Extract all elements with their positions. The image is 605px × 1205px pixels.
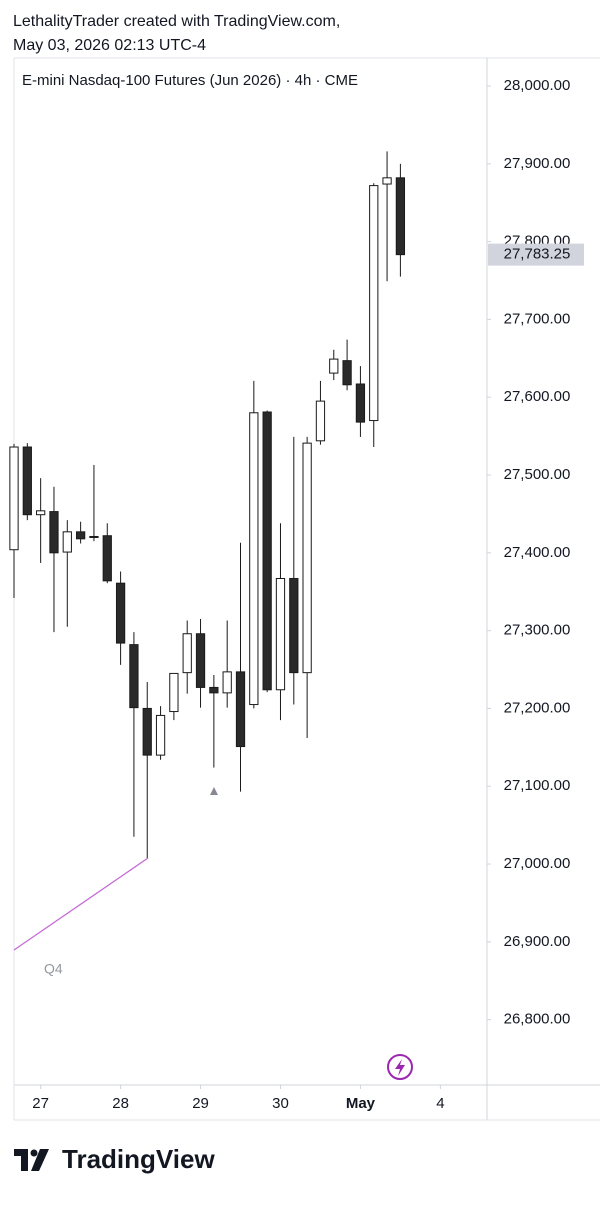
candle-body [369, 185, 379, 422]
candle-body [209, 686, 219, 694]
y-tick-label: 27,100.00 [504, 777, 571, 794]
candle-body [222, 671, 232, 694]
logo-text: TradingView [62, 1144, 215, 1174]
candle-body [155, 714, 166, 756]
candle-body [169, 672, 179, 713]
trend-line [13, 857, 149, 951]
logo-mark [30, 1149, 38, 1157]
candle-body [195, 633, 206, 688]
logo: TradingView [14, 1144, 215, 1174]
marker [210, 787, 218, 795]
icon-bolt[interactable] [395, 1059, 405, 1076]
candle-body [275, 578, 286, 691]
y-tick-label: 27,200.00 [504, 699, 571, 716]
legend-title: E-mini Nasdaq-100 Futures (Jun 2026) · 4… [22, 72, 358, 89]
y-tick-label: 27,600.00 [504, 388, 571, 405]
y-tick-label: 27,900.00 [504, 155, 571, 172]
x-tick-label: 29 [192, 1095, 209, 1112]
logo-mark [14, 1149, 49, 1171]
candle-body [75, 531, 86, 540]
candle-body [315, 400, 326, 442]
candle-body [355, 383, 366, 423]
y-tick-label: 28,000.00 [504, 77, 571, 94]
candle-body [395, 177, 406, 256]
candle-body [115, 582, 126, 644]
candle-body [9, 446, 19, 551]
x-tick-label: May [346, 1095, 376, 1112]
y-tick-label: 27,400.00 [504, 544, 571, 561]
candle-body [289, 578, 299, 674]
candle-body [89, 535, 99, 538]
candle-body [249, 412, 259, 706]
last-price-label: 27,783.25 [504, 246, 571, 263]
y-tick-label: 27,500.00 [504, 466, 571, 483]
candle-body [62, 531, 72, 553]
candle-body [329, 358, 339, 374]
x-tick-label: 4 [436, 1095, 444, 1112]
x-tick-label: 27 [32, 1095, 49, 1112]
candle-body [102, 535, 112, 582]
candle-body [342, 360, 352, 386]
last-price-box [488, 243, 584, 266]
candle-body [142, 707, 152, 756]
candle-body [22, 446, 32, 516]
y-tick-label: 27,300.00 [504, 622, 571, 639]
header-line: LethalityTrader created with TradingView… [13, 13, 340, 30]
y-tick-label: 27,000.00 [504, 855, 571, 872]
candle-body [36, 510, 46, 516]
x-tick-label: 28 [112, 1095, 129, 1112]
x-tick-label: 30 [272, 1095, 289, 1112]
header-line: May 03, 2026 02:13 UTC-4 [13, 37, 206, 54]
candle-body [235, 671, 246, 748]
candle-body [262, 411, 272, 691]
annotation: Q4 [44, 961, 63, 977]
y-tick-label: 27,700.00 [504, 310, 571, 327]
candle-body [129, 644, 139, 709]
y-tick-label: 26,800.00 [504, 1011, 571, 1028]
candle-body [302, 442, 312, 674]
y-tick-label: 26,900.00 [504, 933, 571, 950]
candle-body [182, 633, 192, 674]
candle-body [49, 511, 59, 554]
candle-body [382, 177, 392, 185]
icon[interactable] [387, 1054, 413, 1080]
